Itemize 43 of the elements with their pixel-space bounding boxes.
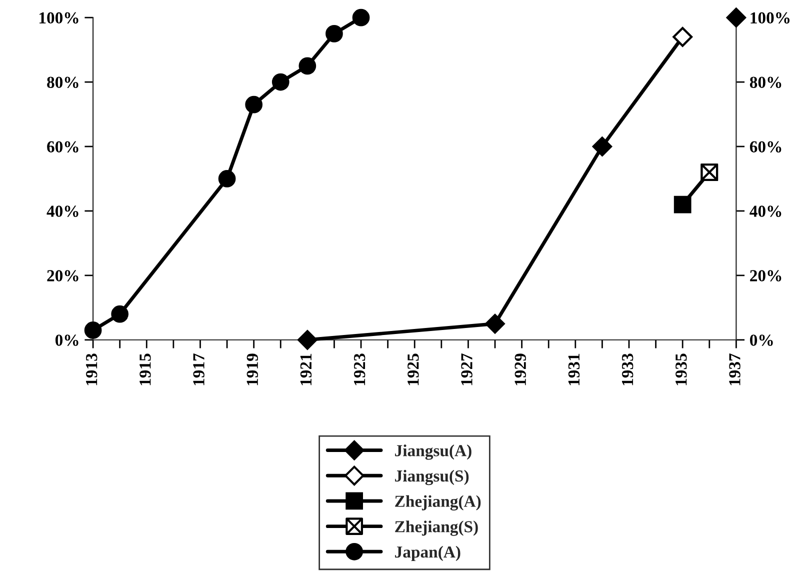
x-tick-label: 1921	[300, 354, 312, 386]
point	[726, 8, 746, 28]
y2-tick-label: 0%	[750, 334, 773, 346]
y-tick-label: 60%	[47, 141, 78, 152]
point	[298, 57, 316, 75]
x-tick-label: 1919	[246, 354, 258, 386]
point	[245, 96, 263, 114]
x-tick-label: 1917	[193, 353, 204, 386]
point	[84, 322, 102, 339]
legend-label: Zhejiang(S)	[395, 520, 478, 536]
x-tick-label: 1925	[408, 354, 419, 386]
y-tick-label: 80%	[47, 76, 78, 88]
point	[592, 136, 612, 156]
x-tick-label: 1913	[86, 354, 98, 386]
legend-label: Jiangsu(A)	[395, 444, 472, 460]
y-tick-label: 40%	[46, 206, 78, 217]
y2-tick-label: 60%	[750, 141, 782, 152]
x-tick-label: 1931	[568, 354, 580, 386]
point	[218, 170, 236, 188]
point	[326, 25, 343, 42]
point	[674, 196, 692, 214]
y-tick-label: 20%	[47, 270, 78, 282]
x-tick-label: 1923	[354, 354, 366, 386]
x-tick-label: 1935	[676, 354, 687, 386]
y2-tick-label: 40%	[750, 206, 782, 217]
point	[352, 8, 370, 26]
legend-label: Zhejiang(A)	[395, 495, 481, 510]
x-tick-label: 1929	[514, 354, 526, 386]
y2-tick-label: 80%	[750, 76, 782, 88]
point	[111, 305, 129, 323]
y2-tick-label: 100%	[750, 12, 790, 24]
point	[298, 330, 318, 350]
legend-label: Jiangsu(S)	[395, 470, 469, 486]
y2-tick-label: 20%	[750, 270, 782, 282]
x-tick-label: 1937	[729, 353, 740, 386]
x-tick-label: 1933	[622, 354, 634, 386]
x-tick-label: 1915	[140, 354, 151, 386]
point	[272, 73, 290, 91]
legend-label: Japan(A)	[395, 546, 460, 562]
y-tick-label: 0%	[55, 334, 78, 346]
y-tick-label: 100%	[40, 12, 78, 24]
point	[485, 314, 505, 334]
x-tick-label: 1927	[461, 353, 472, 386]
